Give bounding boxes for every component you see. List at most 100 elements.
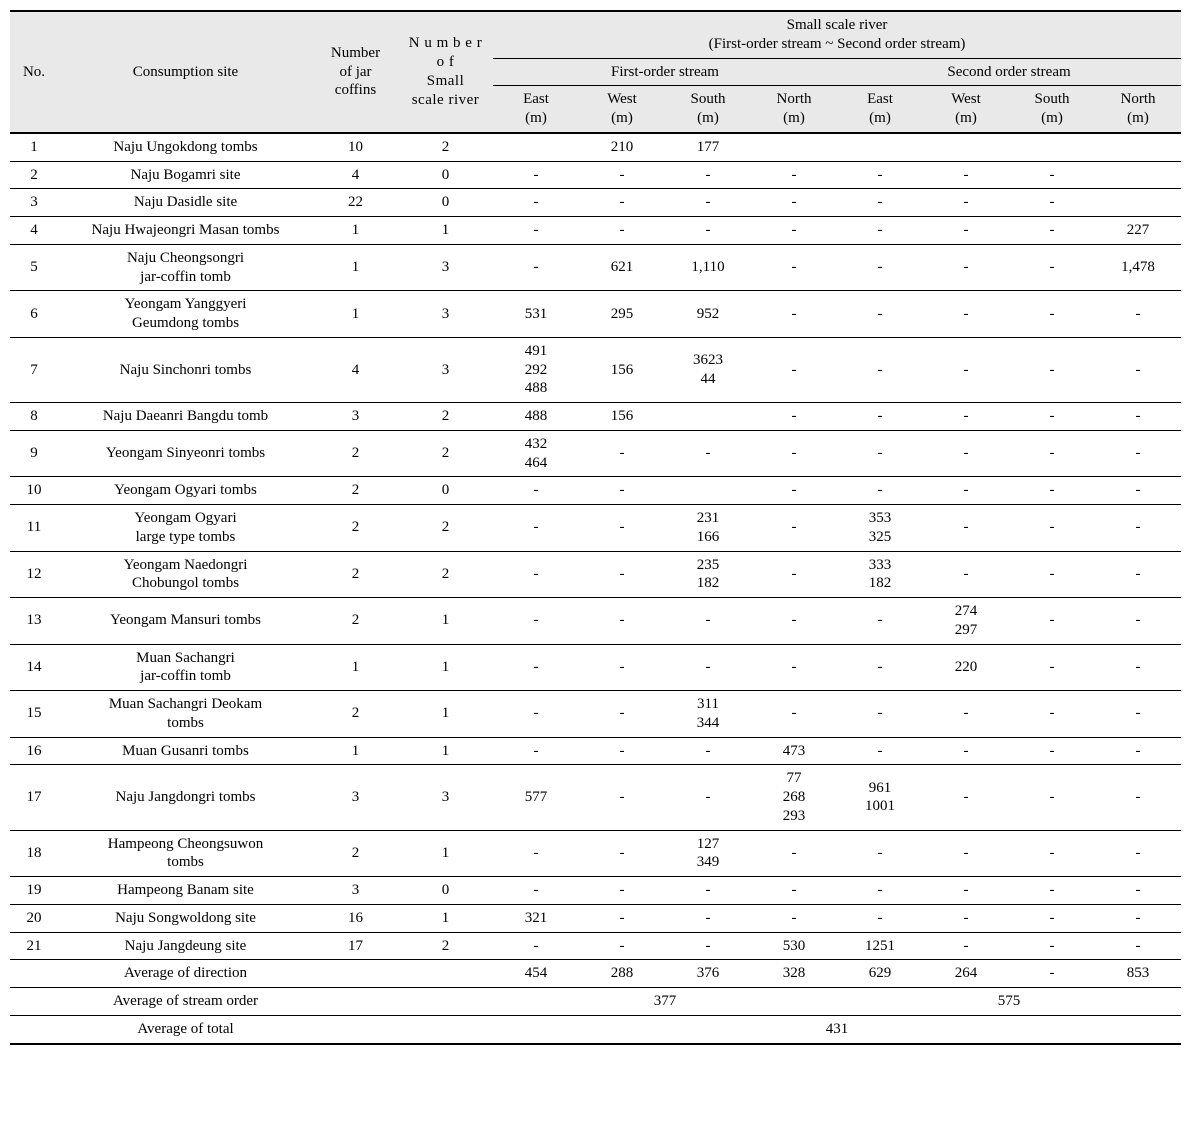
cell-second-0: - <box>837 737 923 765</box>
data-table: No. Consumption site Number of jar coffi… <box>10 10 1181 1045</box>
table-row: 7Naju Sinchonri tombs43491 292 488156362… <box>10 337 1181 402</box>
cell-first-1: - <box>579 505 665 552</box>
cell-river: 2 <box>398 133 493 161</box>
cell-first-3: - <box>751 598 837 645</box>
cell-no: 7 <box>10 337 58 402</box>
col-f-e: East (m) <box>493 86 579 133</box>
cell-first-2: - <box>665 737 751 765</box>
cell-second-2: - <box>1009 877 1095 905</box>
cell-jar: 22 <box>313 189 398 217</box>
cell-second-2: - <box>1009 291 1095 338</box>
cell-second-0: - <box>837 877 923 905</box>
cell-no: 20 <box>10 904 58 932</box>
cell-first-0: - <box>493 830 579 877</box>
cell-first-1: 295 <box>579 291 665 338</box>
cell-first-2: - <box>665 877 751 905</box>
cell-second-0: - <box>837 430 923 477</box>
cell-second-0: 961 1001 <box>837 765 923 830</box>
cell-second-3: - <box>1095 477 1181 505</box>
cell-second-3: - <box>1095 598 1181 645</box>
cell-no: 16 <box>10 737 58 765</box>
cell-site: Naju Songwoldong site <box>58 904 313 932</box>
cell-first-0: 531 <box>493 291 579 338</box>
cell-second-2: - <box>1009 403 1095 431</box>
avg-dir-fe: 454 <box>493 960 579 988</box>
cell-site: Yeongam Sinyeonri tombs <box>58 430 313 477</box>
cell-site: Naju Jangdeung site <box>58 932 313 960</box>
cell-jar: 17 <box>313 932 398 960</box>
cell-first-1: - <box>579 737 665 765</box>
cell-second-0: 1251 <box>837 932 923 960</box>
cell-first-2: - <box>665 644 751 691</box>
cell-second-1: - <box>923 189 1009 217</box>
cell-second-2: - <box>1009 765 1095 830</box>
col-f-w: West (m) <box>579 86 665 133</box>
table-row: 15Muan Sachangri Deokam tombs21--311 344… <box>10 691 1181 738</box>
cell-first-1: - <box>579 161 665 189</box>
cell-first-2: - <box>665 161 751 189</box>
cell-site: Muan Gusanri tombs <box>58 737 313 765</box>
cell-first-0: - <box>493 737 579 765</box>
table-row: 19Hampeong Banam site30-------- <box>10 877 1181 905</box>
cell-river: 1 <box>398 598 493 645</box>
cell-second-2: - <box>1009 598 1095 645</box>
avg-dir-sw: 264 <box>923 960 1009 988</box>
cell-river: 2 <box>398 505 493 552</box>
cell-first-3: - <box>751 189 837 217</box>
cell-no: 4 <box>10 217 58 245</box>
col-site: Consumption site <box>58 11 313 133</box>
cell-site: Naju Bogamri site <box>58 161 313 189</box>
cell-river: 0 <box>398 189 493 217</box>
cell-second-0: - <box>837 477 923 505</box>
cell-second-3: - <box>1095 691 1181 738</box>
cell-river: 3 <box>398 337 493 402</box>
cell-first-0: - <box>493 477 579 505</box>
cell-second-2: - <box>1009 161 1095 189</box>
cell-first-2: 127 349 <box>665 830 751 877</box>
cell-jar: 10 <box>313 133 398 161</box>
cell-site: Naju Daeanri Bangdu tomb <box>58 403 313 431</box>
table-row: 4Naju Hwajeongri Masan tombs11-------227 <box>10 217 1181 245</box>
cell-second-3: - <box>1095 403 1181 431</box>
cell-first-0: - <box>493 644 579 691</box>
cell-first-3: - <box>751 337 837 402</box>
cell-second-1: - <box>923 505 1009 552</box>
cell-first-2: - <box>665 932 751 960</box>
cell-first-3: - <box>751 403 837 431</box>
table-row: 1Naju Ungokdong tombs102210177 <box>10 133 1181 161</box>
cell-first-0: - <box>493 691 579 738</box>
cell-first-0: 432 464 <box>493 430 579 477</box>
cell-first-2: - <box>665 598 751 645</box>
col-s-n: North (m) <box>1095 86 1181 133</box>
cell-no: 17 <box>10 765 58 830</box>
cell-second-0: - <box>837 403 923 431</box>
cell-first-2 <box>665 477 751 505</box>
cell-site: Naju Dasidle site <box>58 189 313 217</box>
cell-first-1: - <box>579 904 665 932</box>
cell-second-0: - <box>837 189 923 217</box>
cell-second-2: - <box>1009 904 1095 932</box>
cell-jar: 1 <box>313 217 398 245</box>
cell-site: Yeongam Naedongri Chobungol tombs <box>58 551 313 598</box>
cell-jar: 1 <box>313 644 398 691</box>
col-f-n: North (m) <box>751 86 837 133</box>
cell-jar: 4 <box>313 337 398 402</box>
table-body: 1Naju Ungokdong tombs1022101772Naju Boga… <box>10 133 1181 960</box>
cell-second-0: 353 325 <box>837 505 923 552</box>
cell-jar: 2 <box>313 551 398 598</box>
table-row: 20Naju Songwoldong site161321------- <box>10 904 1181 932</box>
cell-jar: 3 <box>313 403 398 431</box>
cell-first-0: - <box>493 877 579 905</box>
cell-second-2: - <box>1009 505 1095 552</box>
cell-first-1: 156 <box>579 337 665 402</box>
cell-jar: 2 <box>313 830 398 877</box>
avg-dir-fn: 328 <box>751 960 837 988</box>
cell-river: 1 <box>398 904 493 932</box>
cell-first-1: - <box>579 477 665 505</box>
cell-first-2: - <box>665 765 751 830</box>
table-row: 3Naju Dasidle site220------- <box>10 189 1181 217</box>
cell-second-2: - <box>1009 551 1095 598</box>
table-row: 16Muan Gusanri tombs11---473---- <box>10 737 1181 765</box>
cell-second-1: - <box>923 217 1009 245</box>
cell-first-0: - <box>493 932 579 960</box>
